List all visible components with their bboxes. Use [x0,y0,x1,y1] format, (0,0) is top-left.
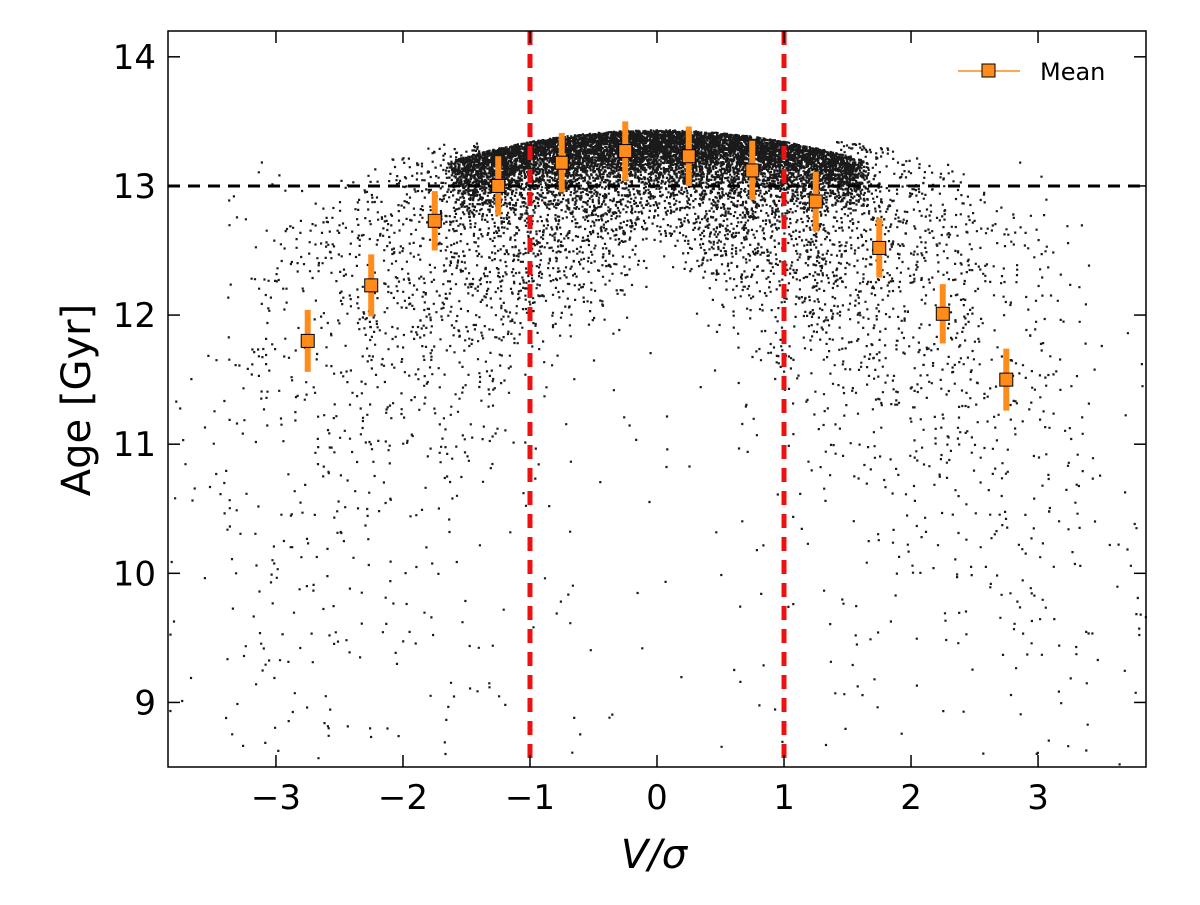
mean-marker [554,155,569,170]
y-tick-label: 13 [113,167,156,207]
mean-point [808,171,823,232]
mean-series [300,121,1014,411]
x-tick-label: −3 [251,778,301,818]
mean-point [364,254,379,317]
y-tick-label: 11 [113,425,156,465]
mean-point [999,348,1014,411]
mean-marker [935,306,950,321]
y-tick-label: 14 [113,38,156,78]
mean-point [554,133,569,193]
axis-ticks [168,31,1146,767]
y-tick-labels: 9 10 11 12 13 14 [113,38,156,724]
scatter-points [169,129,1148,766]
mean-marker [491,178,506,193]
x-tick-label: −1 [505,778,555,818]
mean-point [872,218,887,278]
y-axis-label: Age [Gyr] [54,304,100,496]
mean-point [427,191,442,251]
x-tick-label: −2 [378,778,428,818]
legend-label: Mean [1040,58,1105,86]
legend: Mean [958,58,1105,86]
mean-marker [364,278,379,293]
mean-point [935,284,950,344]
mean-point [745,140,760,201]
scatter-cloud [169,129,1148,766]
x-tick-labels: −3 −2 −1 0 1 2 3 [251,778,1049,818]
mean-marker [872,240,887,255]
mean-point [681,126,696,186]
mean-point [300,309,315,372]
mean-point [618,121,633,181]
reference-lines [168,31,1146,767]
legend-marker [981,63,996,78]
mean-marker [300,333,315,348]
x-tick-label: 3 [1027,778,1049,818]
x-tick-label: 2 [900,778,922,818]
mean-marker [427,213,442,228]
y-tick-label: 9 [134,683,156,723]
x-tick-label: 0 [646,778,668,818]
mean-marker [808,194,823,209]
mean-marker [681,149,696,164]
y-tick-label: 10 [113,554,156,594]
mean-marker [745,163,760,178]
mean-point [491,156,506,216]
x-axis-label: V/σ [621,832,689,878]
x-tick-label: 1 [773,778,795,818]
y-tick-label: 12 [113,296,156,336]
mean-marker [618,144,633,159]
mean-marker [999,372,1014,387]
